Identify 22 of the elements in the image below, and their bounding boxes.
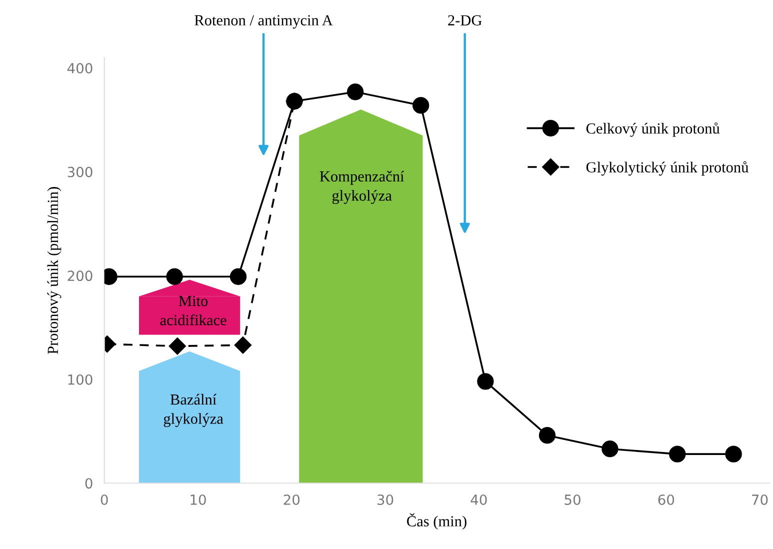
y-tick-label: 0 [85,478,92,489]
x-tick-label: 50 [564,494,580,505]
x-tick-label: 20 [284,494,300,505]
x-tick-label: 30 [377,494,394,505]
text: Rotenon / antimycin A [194,15,333,29]
annotation: Kompenzační glykolýza [320,170,404,204]
x-tick-label: 60 [658,494,674,505]
y-axis-title: Protonový únik (pmol/min) [47,187,62,354]
x-tick-label: 10 [190,494,206,505]
x-tick-label: 70 [752,494,768,505]
legend-label: Celkový únik protonů [586,122,720,137]
y-tick-label: 100 [68,374,92,385]
x-tick-label: 0 [100,494,108,505]
annotation: Bazální glykolýza [164,394,224,428]
y-tick-label: 300 [68,166,92,178]
annotation: Mito acidifikace [160,296,226,326]
legend-label: Glykolytický únik protonů [586,161,748,176]
x-axis-title: Čas (min) [407,513,466,530]
y-tick-label: 400 [67,62,92,74]
text: 2-DG [448,15,482,26]
x-tick-label: 40 [470,494,487,505]
y-tick-label: 200 [68,270,92,282]
